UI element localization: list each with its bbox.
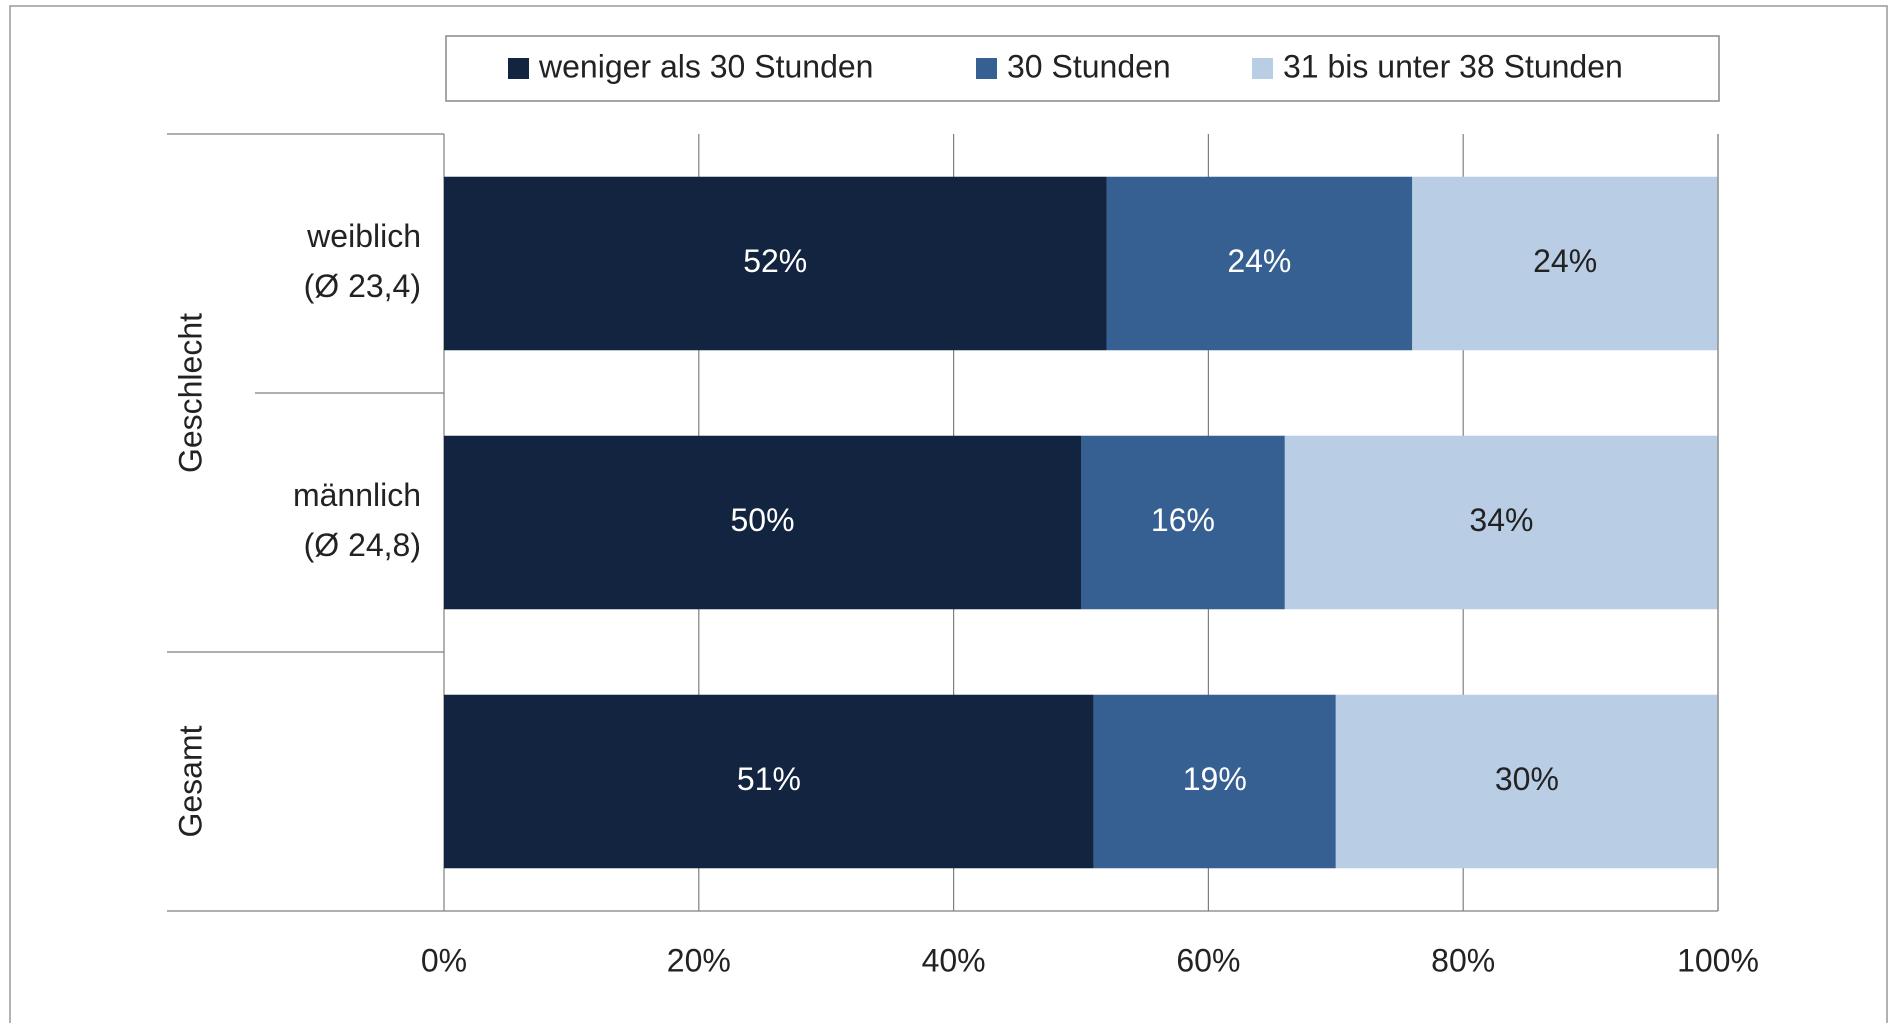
value-label: 51% (737, 761, 801, 797)
bar-segment (1093, 694, 1336, 869)
bar-segment (1412, 176, 1718, 351)
legend-box (445, 35, 1720, 102)
x-tick-label: 60% (1176, 942, 1240, 978)
group-label: Geschlecht (172, 313, 208, 473)
y-tick-label: (Ø 24,8) (304, 527, 421, 563)
value-label: 52% (743, 243, 807, 279)
y-tick-label: männlich (293, 477, 421, 513)
legend-label: 30 Stunden (1007, 48, 1171, 84)
value-label: 24% (1533, 243, 1597, 279)
legend-swatch (1252, 58, 1273, 79)
legend-swatch (976, 58, 997, 79)
value-label: 16% (1151, 502, 1215, 538)
legend-label: 31 bis unter 38 Stunden (1283, 48, 1623, 84)
x-tick-label: 40% (922, 942, 986, 978)
bar-segment (444, 435, 1081, 610)
bar-segment (444, 176, 1107, 351)
x-tick-label: 0% (421, 942, 467, 978)
group-label: Gesamt (172, 725, 208, 837)
value-label: 19% (1183, 761, 1247, 797)
bar-segment (1335, 694, 1718, 869)
x-tick-label: 20% (667, 942, 731, 978)
bar-segment (1106, 176, 1413, 351)
bar-segment (1284, 435, 1718, 610)
bar-segment (444, 694, 1094, 869)
legend-label: weniger als 30 Stunden (538, 48, 873, 84)
y-tick-label: weiblich (306, 218, 421, 254)
legend-swatch (508, 58, 529, 79)
value-label: 50% (730, 502, 794, 538)
x-tick-label: 80% (1431, 942, 1495, 978)
value-label: 34% (1469, 502, 1533, 538)
frame (9, 5, 1888, 1023)
x-tick-label: 100% (1677, 942, 1759, 978)
y-tick-label: (Ø 23,4) (304, 268, 421, 304)
bar-segment (1081, 435, 1285, 610)
value-label: 30% (1495, 761, 1559, 797)
value-label: 24% (1227, 243, 1291, 279)
